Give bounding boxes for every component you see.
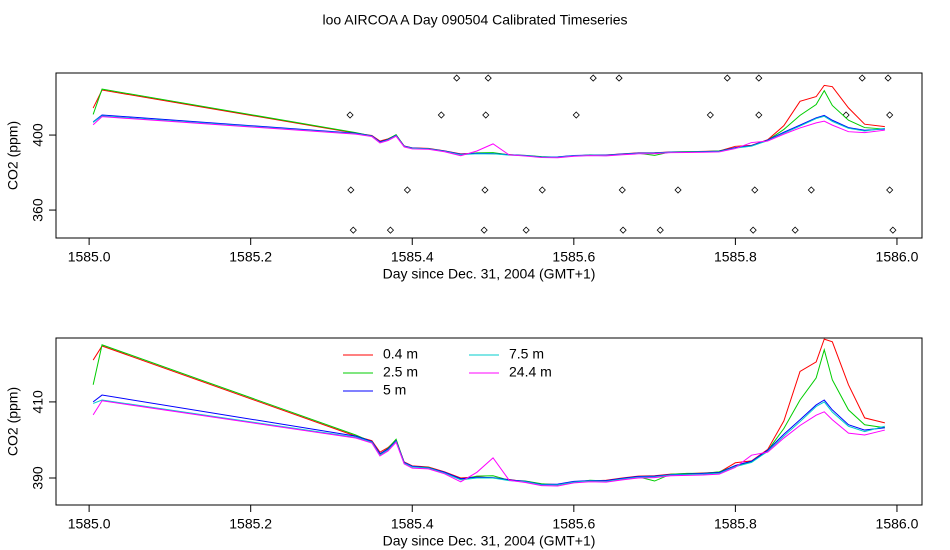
legend-label: 5 m [383, 382, 406, 398]
marker [755, 74, 763, 82]
x-axis-label: Day since Dec. 31, 2004 (GMT+1) [383, 533, 596, 549]
marker [791, 226, 799, 234]
x-tick-label: 1586.0 [876, 516, 919, 532]
x-tick-label: 1585.2 [229, 249, 272, 265]
y-tick-label: 410 [30, 390, 46, 414]
y-tick-label: 390 [30, 466, 46, 490]
y-axis-label: CO2 (ppm) [5, 121, 21, 190]
legend-label: 2.5 m [383, 364, 418, 380]
marker [484, 74, 492, 82]
x-tick-label: 1585.0 [68, 516, 111, 532]
y-axis-label: CO2 (ppm) [5, 387, 21, 456]
marker [346, 111, 354, 119]
legend-label: 7.5 m [509, 346, 544, 362]
marker [453, 74, 461, 82]
marker [615, 74, 623, 82]
x-tick-label: 1586.0 [876, 249, 919, 265]
marker [618, 186, 626, 194]
x-tick-label: 1585.8 [714, 249, 757, 265]
x-tick-label: 1585.6 [552, 516, 595, 532]
x-tick-label: 1585.2 [229, 516, 272, 532]
marker [349, 226, 357, 234]
marker [480, 226, 488, 234]
marker [656, 226, 664, 234]
marker [674, 186, 682, 194]
x-tick-label: 1585.0 [68, 249, 111, 265]
marker [755, 111, 763, 119]
marker [751, 186, 759, 194]
marker [589, 74, 597, 82]
marker [886, 186, 894, 194]
x-tick-label: 1585.4 [391, 516, 434, 532]
y-tick-label: 360 [30, 198, 46, 222]
marker [482, 111, 490, 119]
marker [619, 226, 627, 234]
series-line [92, 116, 885, 159]
x-axis-label: Day since Dec. 31, 2004 (GMT+1) [383, 266, 596, 282]
marker [572, 111, 580, 119]
marker [723, 74, 731, 82]
marker [347, 186, 355, 194]
marker [538, 186, 546, 194]
marker [437, 111, 445, 119]
y-tick-label: 400 [30, 123, 46, 147]
marker [522, 226, 530, 234]
marker [749, 226, 757, 234]
plot-frame [55, 72, 923, 239]
marker [386, 226, 395, 234]
marker [889, 226, 897, 234]
x-tick-label: 1585.6 [552, 249, 595, 265]
page-title: loo AIRCOA A Day 090504 Calibrated Times… [322, 12, 627, 28]
legend-label: 24.4 m [509, 364, 552, 380]
x-tick-label: 1585.4 [391, 249, 434, 265]
x-tick-label: 1585.8 [714, 516, 757, 532]
marker [884, 74, 892, 82]
marker [481, 186, 489, 194]
legend-label: 0.4 m [383, 346, 418, 362]
marker [403, 186, 411, 194]
marker [858, 74, 866, 82]
marker [706, 111, 714, 119]
marker [886, 111, 894, 119]
plot-frame [55, 337, 923, 506]
marker [807, 186, 815, 194]
series-line [92, 400, 885, 487]
